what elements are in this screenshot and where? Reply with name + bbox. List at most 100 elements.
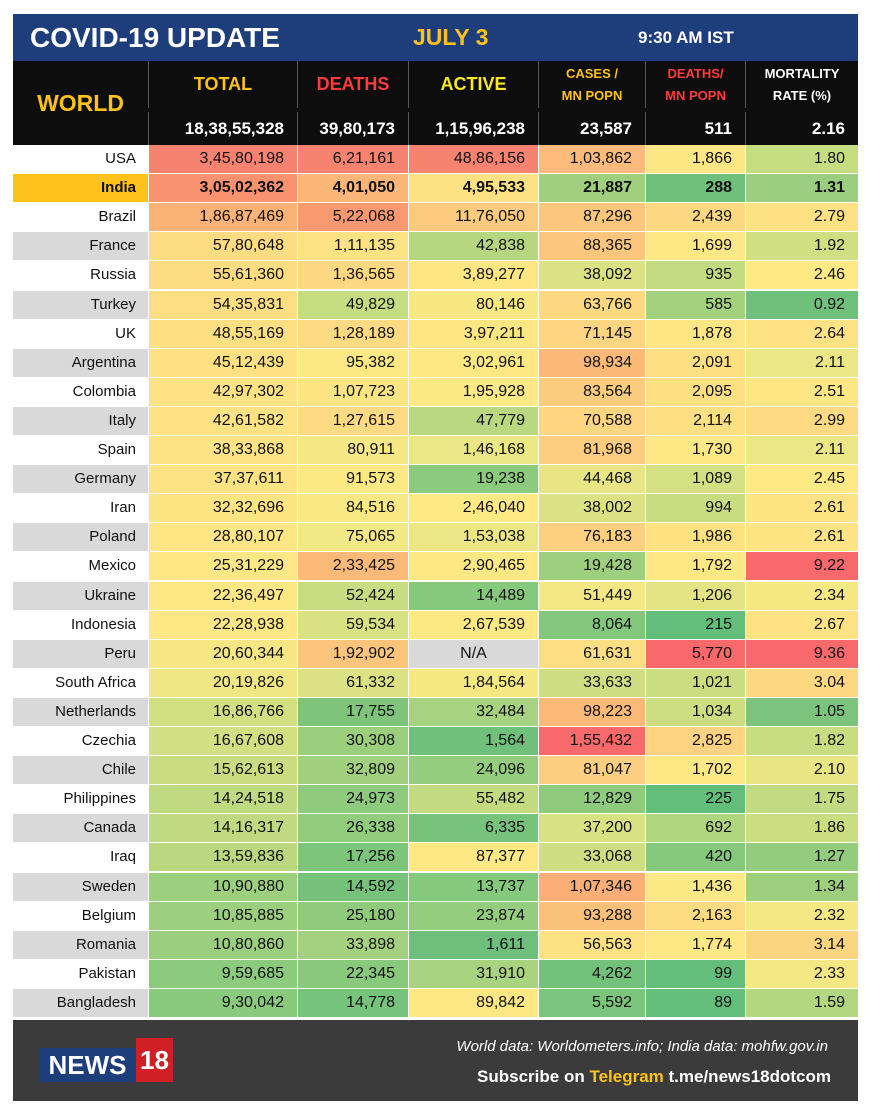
cell-mortality: 2.99: [745, 406, 858, 435]
cell-deaths: 17,256: [297, 843, 408, 872]
cell-total: 42,97,302: [148, 377, 297, 406]
cell-total: 45,12,439: [148, 348, 297, 377]
cell-cases_mn: 33,068: [538, 843, 645, 872]
cell-deaths: 14,592: [297, 872, 408, 901]
cell-active: 23,874: [408, 901, 538, 930]
cell-cases_mn: 63,766: [538, 290, 645, 319]
cell-deaths: 1,92,902: [297, 639, 408, 668]
cell-cases_mn: 98,934: [538, 348, 645, 377]
cell-cases_mn: 5,592: [538, 988, 645, 1017]
cell-deaths: 80,911: [297, 436, 408, 464]
cell-total: 55,61,360: [148, 261, 297, 290]
logo-news-text: NEWS: [39, 1048, 136, 1082]
cell-cases_mn: 88,365: [538, 232, 645, 261]
cell-deaths_mn: 1,866: [645, 145, 745, 173]
country-name: Netherlands: [13, 697, 148, 726]
cell-deaths_mn: 1,089: [645, 465, 745, 494]
cell-mortality: 2.67: [745, 610, 858, 639]
cell-deaths_mn: 1,206: [645, 581, 745, 610]
cell-active: 19,238: [408, 465, 538, 494]
country-name: Turkey: [13, 290, 148, 319]
column-header-line2: MN POPN: [561, 87, 623, 103]
cell-deaths_mn: 99: [645, 959, 745, 988]
table-row: France 57,80,648 1,11,135 42,838 88,365 1,699…: [13, 232, 858, 261]
cell-active: 32,484: [408, 697, 538, 726]
cell-deaths_mn: 1,774: [645, 930, 745, 959]
cell-mortality: 2.61: [745, 523, 858, 552]
column-header-line1: ACTIVE: [440, 74, 507, 94]
cell-cases_mn: 1,55,432: [538, 727, 645, 755]
column-header-total: TOTAL: [148, 61, 297, 108]
country-name: Indonesia: [13, 610, 148, 639]
cell-total: 10,80,860: [148, 930, 297, 959]
cell-deaths_mn: 1,436: [645, 872, 745, 901]
cell-mortality: 1.34: [745, 872, 858, 901]
cell-total: 9,59,685: [148, 959, 297, 988]
table-row: Philippines 14,24,518 24,973 55,482 12,829 22…: [13, 785, 858, 814]
cell-mortality: 2.51: [745, 377, 858, 406]
cell-total: 9,30,042: [148, 988, 297, 1017]
cell-mortality: 2.34: [745, 581, 858, 610]
telegram-label: Telegram: [589, 1067, 664, 1086]
cell-deaths_mn: 5,770: [645, 639, 745, 668]
world-total-active: 1,15,96,238: [408, 112, 538, 145]
cell-deaths_mn: 420: [645, 843, 745, 872]
cell-mortality: 2.33: [745, 959, 858, 988]
cell-cases_mn: 51,449: [538, 581, 645, 610]
cell-cases_mn: 61,631: [538, 639, 645, 668]
cell-total: 14,24,518: [148, 785, 297, 814]
cell-deaths: 6,21,161: [297, 145, 408, 173]
cell-active: 1,611: [408, 930, 538, 959]
table-row: Argentina 45,12,439 95,382 3,02,961 98,934 2,…: [13, 348, 858, 378]
country-name: France: [13, 232, 148, 261]
cell-cases_mn: 1,03,862: [538, 145, 645, 173]
cell-deaths: 52,424: [297, 581, 408, 610]
cell-active: 1,53,038: [408, 523, 538, 552]
table-row: Chile 15,62,613 32,809 24,096 81,047 1,702 2.1…: [13, 756, 858, 785]
cell-deaths: 91,573: [297, 465, 408, 494]
cell-mortality: 1.75: [745, 785, 858, 814]
cell-mortality: 2.79: [745, 203, 858, 232]
cell-mortality: 3.14: [745, 930, 858, 959]
cell-cases_mn: 81,047: [538, 756, 645, 785]
cell-total: 37,37,611: [148, 465, 297, 494]
table-row: Romania 10,80,860 33,898 1,611 56,563 1,774 3.…: [13, 930, 858, 960]
cell-active: 89,842: [408, 988, 538, 1017]
table-row: Poland 28,80,107 75,065 1,53,038 76,183 1,986…: [13, 523, 858, 552]
cell-deaths_mn: 2,114: [645, 406, 745, 435]
cell-mortality: 2.11: [745, 436, 858, 464]
cell-active: 42,838: [408, 232, 538, 261]
cell-deaths: 75,065: [297, 523, 408, 552]
cell-active: 48,86,156: [408, 145, 538, 173]
cell-cases_mn: 76,183: [538, 523, 645, 552]
cell-deaths: 49,829: [297, 290, 408, 319]
cell-total: 3,45,80,198: [148, 145, 297, 173]
logo-18-text: 18: [136, 1038, 173, 1082]
table-row: Iran 32,32,696 84,516 2,46,040 38,002 994 2.61: [13, 494, 858, 523]
cell-deaths_mn: 935: [645, 261, 745, 290]
cell-total: 13,59,836: [148, 843, 297, 872]
cell-total: 20,60,344: [148, 639, 297, 668]
table-row: Spain 38,33,868 80,911 1,46,168 81,968 1,730 2…: [13, 436, 858, 465]
cell-mortality: 1.86: [745, 814, 858, 843]
telegram-link[interactable]: t.me/news18dotcom: [663, 1067, 832, 1086]
cell-total: 1,86,87,469: [148, 203, 297, 232]
cell-active: 3,02,961: [408, 348, 538, 377]
cell-active: 2,67,539: [408, 610, 538, 639]
cell-active: 87,377: [408, 843, 538, 872]
cell-deaths_mn: 1,699: [645, 232, 745, 261]
cell-cases_mn: 71,145: [538, 319, 645, 348]
covid-update-card: COVID-19 UPDATE JULY 3 9:30 AM IST WORLD…: [13, 14, 858, 1101]
table-row: Peru 20,60,344 1,92,902 N/A 61,631 5,770 9.36: [13, 639, 858, 669]
table-row: Netherlands 16,86,766 17,755 32,484 98,223 1,…: [13, 697, 858, 727]
cell-active: 11,76,050: [408, 203, 538, 232]
cell-active: 1,84,564: [408, 668, 538, 697]
cell-cases_mn: 81,968: [538, 436, 645, 464]
table-row: Germany 37,37,611 91,573 19,238 44,468 1,089 2…: [13, 465, 858, 494]
table-row: Ukraine 22,36,497 52,424 14,489 51,449 1,206 2…: [13, 581, 858, 611]
cell-deaths: 30,308: [297, 727, 408, 755]
cell-deaths: 22,345: [297, 959, 408, 988]
cell-deaths: 2,33,425: [297, 552, 408, 581]
cell-deaths_mn: 2,439: [645, 203, 745, 232]
world-total-deaths: 39,80,173: [297, 112, 408, 145]
